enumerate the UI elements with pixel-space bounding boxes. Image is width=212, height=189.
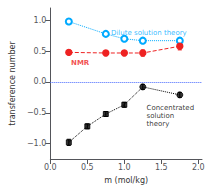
svg-text:−1.0: −1.0 [27, 139, 46, 148]
svg-text:m (mol/kg): m (mol/kg) [104, 176, 148, 185]
svg-text:1.5: 1.5 [155, 163, 168, 172]
svg-text:NMR: NMR [71, 59, 90, 67]
svg-text:2.0: 2.0 [192, 163, 205, 172]
svg-text:−0.5: −0.5 [27, 108, 46, 117]
svg-text:solution: solution [147, 112, 175, 120]
svg-text:1.0: 1.0 [34, 16, 47, 25]
svg-text:1.0: 1.0 [118, 163, 131, 172]
svg-text:0.0: 0.0 [44, 163, 57, 172]
svg-text:transference number: transference number [8, 41, 17, 126]
svg-text:0.5: 0.5 [81, 163, 94, 172]
svg-text:Concentrated: Concentrated [147, 104, 195, 112]
svg-text:Dilute solution theory: Dilute solution theory [111, 29, 187, 37]
svg-text:0.5: 0.5 [34, 47, 47, 56]
svg-text:0.0: 0.0 [34, 77, 47, 86]
svg-text:theory: theory [147, 120, 170, 128]
